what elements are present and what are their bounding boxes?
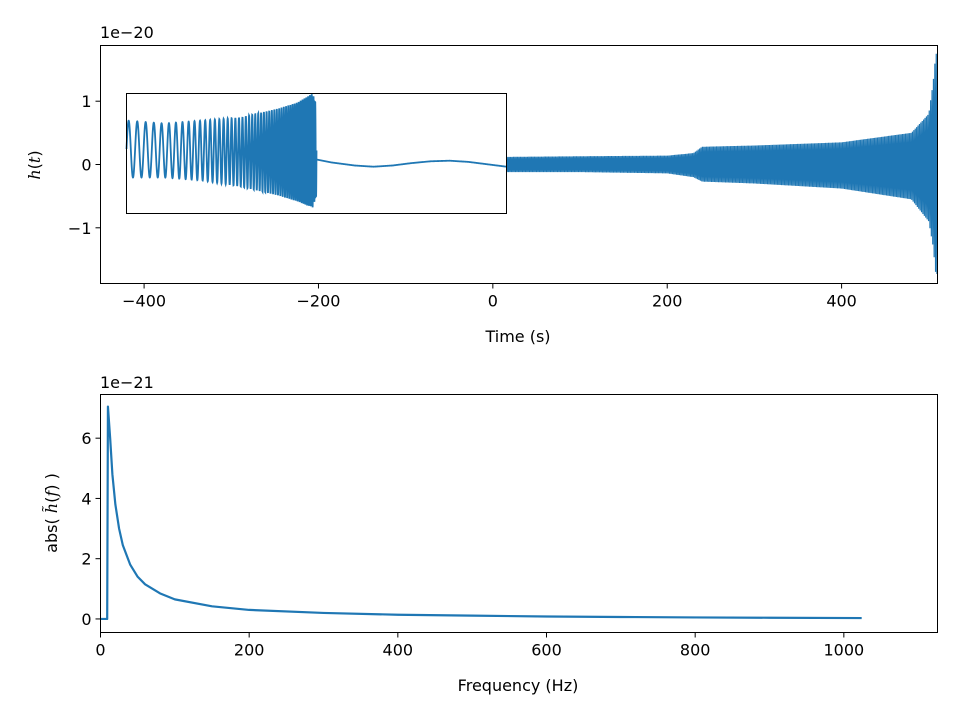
time-offset-text: 1e−20 [100,23,154,42]
time-x-label: Time (s) [484,327,550,346]
frequency-y-label-close: ) ) [42,473,61,491]
frequency-x-tick-label: 800 [680,641,711,660]
time-x-tick-label: 200 [652,292,683,311]
frequency-y-tick-label: 4 [81,489,91,508]
time-x-tick-label: 400 [826,292,857,311]
frequency-x-tick-label: 400 [383,641,414,660]
time-domain-axes: 1e−20 −400 −200 0 200 400 −1 0 1 Time (s) h(t) [25,23,938,346]
inset-chirp-line [125,94,318,208]
frequency-domain-axes: 1e−21 0 200 400 600 800 1000 0 2 4 6 Frequency (… [42,373,938,695]
frequency-y-label: abs( h̃(f) ) [42,473,61,553]
inset-frame [126,93,507,214]
time-y-tick-label: 0 [81,156,91,175]
frequency-y-label-open: ( [42,497,61,503]
frequency-y-tick-label: 6 [81,429,91,448]
strain-oscillation-line [504,53,938,275]
time-x-tick-label: −400 [122,292,166,311]
frequency-y-tick-label: 2 [81,550,91,569]
frequency-y-label-pre: abs( [42,513,61,553]
time-y-label-open: ( [25,163,44,169]
time-x-tick-label: 0 [488,292,498,311]
spectrum-series [100,405,862,621]
inset-smooth-line [316,158,507,168]
frequency-y-label-arg: f [42,488,61,498]
frequency-y-label-fn: h̃ [42,503,61,513]
frequency-x-tick-label: 1000 [823,641,864,660]
time-y-label: h(t) [25,150,44,179]
time-y-label-close: ) [25,150,44,156]
frequency-x-tick-label: 0 [95,641,105,660]
time-y-label-arg: t [25,156,44,163]
time-y-tick-label: 1 [81,92,91,111]
time-x-tick-label: −200 [296,292,340,311]
time-y-ticks: −1 0 1 [68,92,101,238]
frequency-y-ticks: 0 2 4 6 [81,429,101,629]
spectrum-line [100,405,862,621]
time-y-tick-label: −1 [68,219,92,238]
frequency-offset-text: 1e−21 [100,373,154,392]
time-y-label-fn: h [25,169,44,179]
strain-series [504,53,938,275]
inset-zoom [125,93,507,214]
time-plot-area [125,53,938,275]
frequency-x-tick-label: 600 [531,641,562,660]
frequency-x-ticks: 0 200 400 600 800 1000 [95,632,864,660]
time-x-ticks: −400 −200 0 200 400 [122,283,857,311]
frequency-y-tick-label: 0 [81,610,91,629]
frequency-axes-frame [100,394,938,633]
frequency-x-label: Frequency (Hz) [458,676,579,695]
frequency-x-tick-label: 200 [234,641,265,660]
